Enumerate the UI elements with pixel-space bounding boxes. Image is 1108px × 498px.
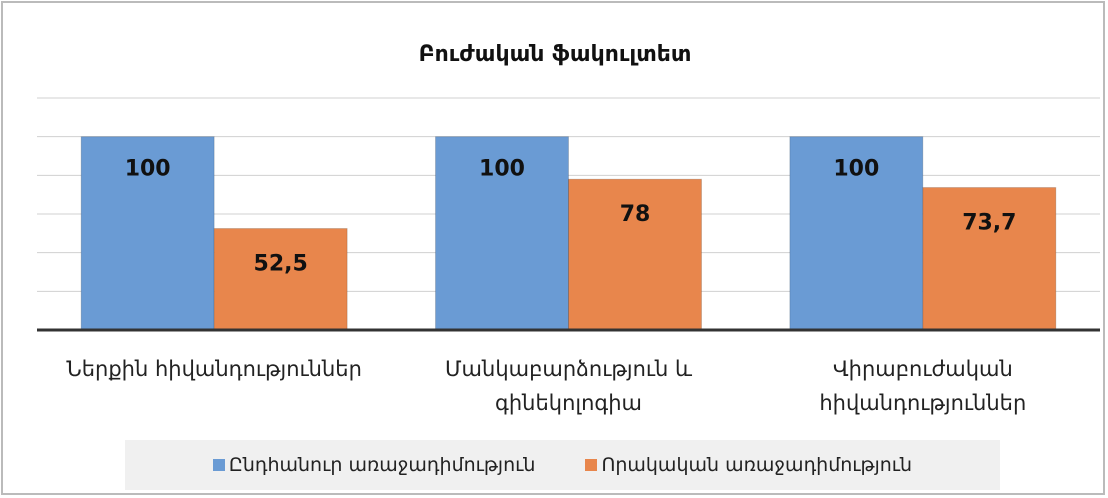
value-label: 52,5 (254, 252, 308, 277)
legend-swatch (585, 459, 598, 471)
legend-item: Որակական առաջադիմություն (585, 454, 912, 476)
value-label: 73,7 (962, 211, 1016, 236)
chart-title: Բուժական ֆակուլտետ (419, 42, 692, 67)
bar (213, 228, 348, 331)
bar (789, 136, 924, 331)
value-label: 100 (833, 157, 879, 182)
legend: Ընդհանուր առաջադիմություն Որակական առաջադ… (125, 440, 1000, 490)
legend-label: Ընդհանուր առաջադիմություն (228, 454, 536, 476)
bar (922, 187, 1057, 331)
x-tick-label: Մանկաբարձություն և գինեկոլոգիա (444, 357, 693, 415)
value-label: 100 (479, 157, 525, 182)
value-label: 100 (125, 157, 171, 182)
bar (435, 136, 569, 331)
bar (568, 178, 702, 331)
legend-swatch (212, 459, 225, 471)
legend-label: Որակական առաջադիմություն (601, 454, 913, 476)
value-label: 78 (620, 202, 651, 227)
x-tick-label: Վիրաբուժական հիվանդություններ (819, 357, 1027, 415)
legend-item: Ընդհանուր առաջադիմություն (212, 454, 536, 476)
x-tick-label: Ներքին հիվանդություններ (66, 357, 362, 381)
